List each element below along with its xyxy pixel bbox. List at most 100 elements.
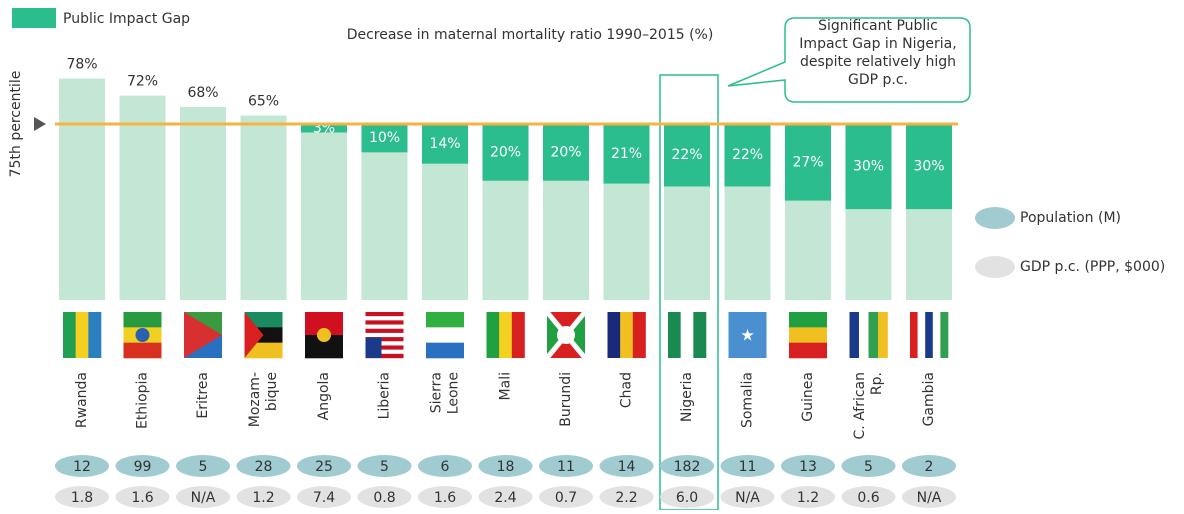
flag xyxy=(545,310,587,360)
gdp-label: 1.2 xyxy=(252,490,274,506)
gdp-label: 1.6 xyxy=(131,490,153,506)
gap-bar xyxy=(361,124,408,153)
gdp-label: 1.8 xyxy=(71,490,93,506)
flag-part xyxy=(680,312,694,358)
bar xyxy=(301,132,347,300)
bar xyxy=(906,209,952,300)
gdp-label: 1.2 xyxy=(797,490,819,506)
flag-part xyxy=(123,342,162,359)
gdp-pill xyxy=(539,486,593,508)
gdp-pill xyxy=(297,486,351,508)
bar xyxy=(180,106,226,300)
gap-label: 27% xyxy=(792,154,823,170)
flag-part xyxy=(75,312,89,358)
population-pill xyxy=(539,455,593,477)
flag xyxy=(849,312,888,358)
flag-part xyxy=(789,342,827,359)
gdp-label: 1.6 xyxy=(434,490,456,506)
flag-part xyxy=(365,345,404,350)
flag-part xyxy=(868,312,879,358)
gap-bar xyxy=(845,124,892,210)
population-pill xyxy=(236,455,291,477)
gdp-pill xyxy=(55,486,109,508)
flag-part xyxy=(940,312,949,358)
gdp-label: 2.4 xyxy=(494,490,516,506)
gap-bar xyxy=(301,124,347,133)
gap-label: 20% xyxy=(550,144,581,160)
population-label: 11 xyxy=(739,459,757,475)
x-tick-label: Burundi xyxy=(558,372,574,427)
population-pill xyxy=(478,455,533,477)
callout xyxy=(727,17,971,103)
flag-part xyxy=(365,341,404,346)
flag-part xyxy=(365,312,404,317)
flag xyxy=(486,312,525,358)
flag-part xyxy=(859,312,869,358)
flag-part xyxy=(244,342,283,359)
flag xyxy=(63,312,102,358)
value-label: 68% xyxy=(187,85,218,101)
legend-population: Population (M) xyxy=(1020,210,1121,226)
bar xyxy=(543,180,589,300)
gap-bar xyxy=(785,124,831,201)
gdp-label: N/A xyxy=(917,490,942,506)
gdp-pill xyxy=(418,486,472,508)
flag-part xyxy=(607,312,621,358)
population-label: 25 xyxy=(315,459,333,475)
bar xyxy=(603,183,650,300)
population-pill xyxy=(720,455,775,477)
flag-part xyxy=(365,332,404,338)
population-label: 5 xyxy=(864,459,873,475)
flag-part xyxy=(88,312,102,358)
population-label: 12 xyxy=(73,459,91,475)
gap-bar xyxy=(906,124,952,210)
gap-label: 30% xyxy=(913,159,944,175)
population-pill xyxy=(297,455,351,477)
gdp-pill xyxy=(599,486,654,508)
x-tick-label: Eritrea xyxy=(195,372,211,419)
population-label: 13 xyxy=(799,459,817,475)
flag xyxy=(244,312,283,359)
flag-part xyxy=(789,312,827,328)
gap-bar xyxy=(543,124,589,181)
percentile-label: 75th percentile xyxy=(8,71,24,178)
gdp-label: 0.8 xyxy=(373,490,395,506)
pointer xyxy=(34,117,46,131)
flag-part xyxy=(365,337,382,358)
gdp-label: 0.6 xyxy=(857,490,879,506)
flag xyxy=(365,312,404,359)
gap-bar xyxy=(724,124,771,187)
x-tick-label: Mozam-bique xyxy=(247,372,280,427)
flag-part xyxy=(365,349,404,355)
flag-part xyxy=(910,312,918,358)
flag-part xyxy=(693,312,707,358)
population-pill xyxy=(418,455,472,477)
x-tick-label: Liberia xyxy=(377,372,393,419)
value-label: 78% xyxy=(66,57,97,73)
flag-part xyxy=(557,326,575,344)
gdp-pill xyxy=(478,486,533,508)
population-label: 28 xyxy=(255,459,273,475)
gap-label: 14% xyxy=(429,136,460,152)
gap-bar xyxy=(482,124,529,181)
flag-part xyxy=(63,312,76,358)
flag-part xyxy=(849,312,860,358)
legend-gdp-swatch xyxy=(975,256,1015,278)
chart-title: Decrease in maternal mortality ratio 199… xyxy=(347,27,714,43)
flag-part xyxy=(365,353,404,359)
gdp-label: 2.2 xyxy=(615,490,637,506)
bar xyxy=(59,78,105,300)
gap-label: 30% xyxy=(853,159,884,175)
flag-part xyxy=(925,312,934,358)
population-pill xyxy=(660,455,714,477)
population-pill xyxy=(599,455,654,477)
population-pill xyxy=(902,455,956,477)
gdp-pill xyxy=(660,486,714,508)
gap-bar xyxy=(422,124,468,164)
bar xyxy=(845,209,892,300)
flag-part xyxy=(932,312,941,358)
flag-part xyxy=(878,312,888,358)
flag xyxy=(184,312,222,358)
flag-part xyxy=(511,312,525,358)
